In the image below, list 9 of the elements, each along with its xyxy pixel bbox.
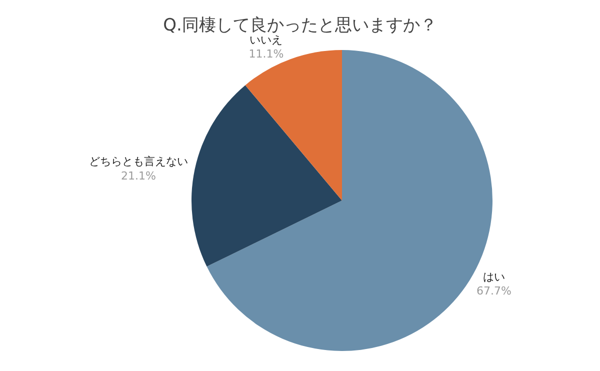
data-label: 21.1% — [120, 169, 156, 182]
slice-label: はい — [482, 270, 505, 284]
data-label: 67.7% — [476, 284, 512, 298]
slice-label: いいえ — [250, 33, 283, 46]
data-label: 11.1% — [248, 48, 284, 61]
pie-slice — [192, 85, 342, 267]
pie-slice — [245, 50, 342, 200]
chart-title: Q.同棲して良かったと思いますか？ — [163, 15, 437, 36]
slice-label: どちらとも言えない — [88, 155, 188, 168]
